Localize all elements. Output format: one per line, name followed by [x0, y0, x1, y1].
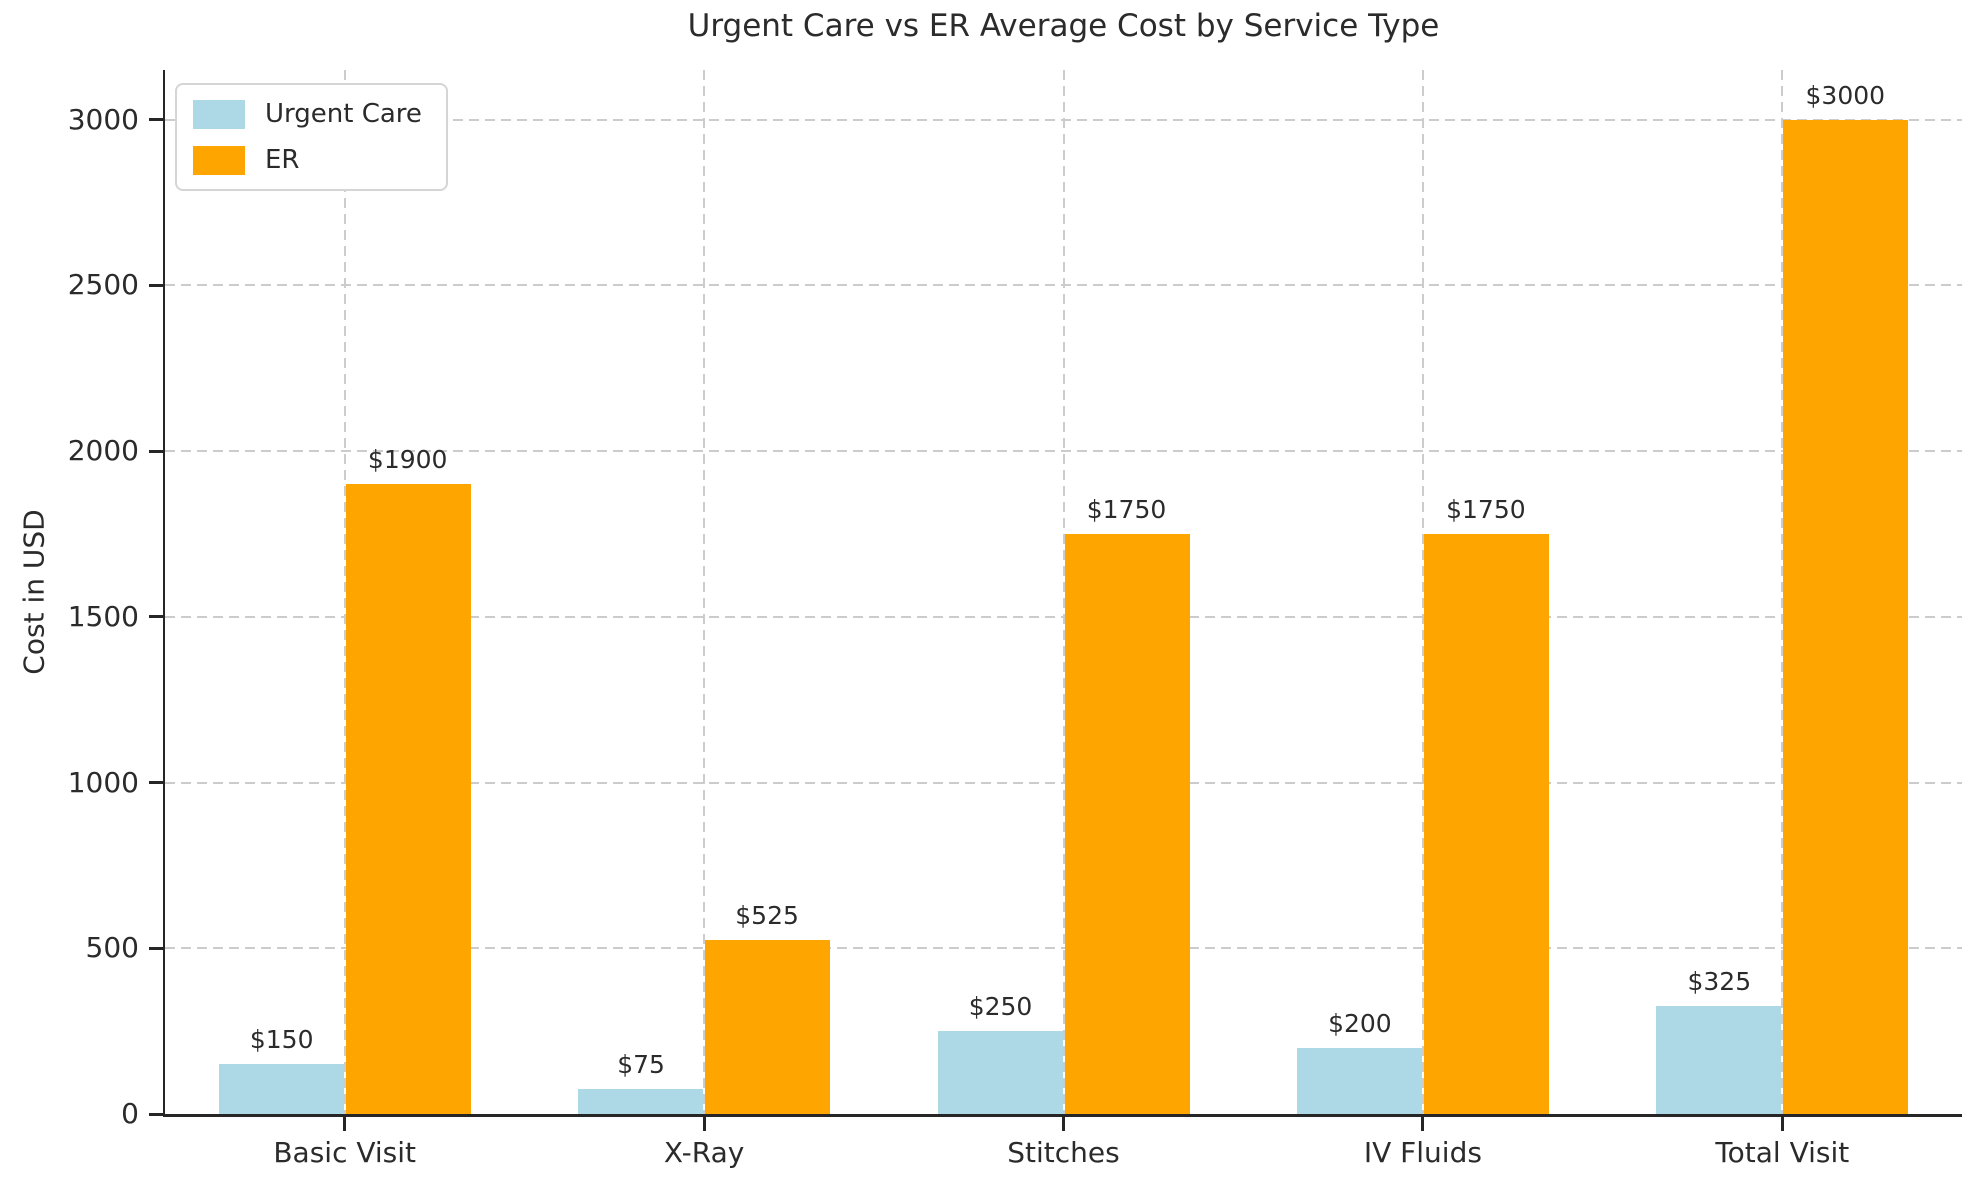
bar-urgent-care-iv-fluids: [1296, 1047, 1422, 1114]
gridline-x-total-visit: [1781, 70, 1784, 1114]
y-tick-0: [149, 1112, 163, 1116]
bar-value-er-total-visit: $3000: [1805, 80, 1886, 110]
y-tick-500: [149, 946, 163, 950]
legend-label-er: ER: [265, 145, 300, 175]
y-tick-label-1000: 1000: [67, 765, 139, 799]
y-axis-spine: [162, 70, 165, 1117]
legend: Urgent Care ER: [175, 83, 448, 191]
bar-urgent-care-x-ray: [578, 1089, 704, 1114]
bar-urgent-care-stitches: [937, 1031, 1063, 1114]
bar-value-urgent-care-iv-fluids: $200: [1328, 1008, 1392, 1038]
bar-value-urgent-care-total-visit: $325: [1687, 967, 1752, 997]
x-tick-label-total-visit: Total Visit: [1715, 1136, 1850, 1169]
x-tick-x-ray: [702, 1117, 706, 1131]
y-tick-label-3000: 3000: [67, 102, 139, 136]
plot-area: Urgent Care ER $150 $75 $250 $200 $325 $1900 $…: [165, 70, 1962, 1114]
bar-value-er-x-ray: $525: [735, 901, 799, 930]
x-axis-spine: [165, 1114, 1962, 1117]
gridline-x-iv-fluids: [1421, 70, 1424, 1114]
gridline-x-x-ray: [703, 70, 706, 1114]
x-tick-label-iv-fluids: IV Fluids: [1363, 1136, 1482, 1169]
bar-er-total-visit: [1783, 119, 1909, 1114]
x-tick-label-basic-visit: Basic Visit: [273, 1136, 417, 1169]
bar-urgent-care-basic-visit: [218, 1064, 344, 1114]
gridline-x-stitches: [1062, 70, 1065, 1114]
gridline-x-basic-visit: [343, 70, 346, 1114]
bar-er-x-ray: [705, 940, 831, 1114]
y-tick-label-2500: 2500: [67, 268, 139, 302]
y-axis-label: Cost in USD: [17, 509, 51, 675]
legend-label-urgent-care: Urgent Care: [265, 99, 422, 129]
x-tick-total-visit: [1780, 1117, 1784, 1131]
x-tick-basic-visit: [343, 1117, 347, 1131]
bar-value-er-iv-fluids: $1750: [1446, 495, 1526, 524]
y-tick-1500: [149, 615, 163, 619]
x-tick-iv-fluids: [1421, 1117, 1425, 1131]
bar-value-urgent-care-x-ray: $75: [617, 1050, 665, 1080]
y-tick-3000: [149, 118, 163, 122]
y-tick-label-1500: 1500: [67, 599, 139, 633]
bar-er-iv-fluids: [1423, 534, 1549, 1114]
bar-value-er-basic-visit: $1900: [367, 445, 448, 475]
chart-title: Urgent Care vs ER Average Cost by Servic…: [687, 8, 1440, 44]
bar-value-er-stitches: $1750: [1086, 495, 1167, 524]
y-tick-2000: [149, 449, 163, 453]
y-tick-label-0: 0: [121, 1097, 139, 1130]
bar-urgent-care-total-visit: [1656, 1006, 1782, 1114]
y-tick-label-2000: 2000: [67, 434, 139, 468]
legend-swatch-urgent-care: [193, 99, 245, 129]
y-tick-1000: [149, 781, 163, 785]
legend-swatch-er: [193, 145, 245, 175]
x-tick-label-stitches: Stitches: [1007, 1136, 1120, 1169]
bar-value-urgent-care-basic-visit: $150: [249, 1025, 314, 1055]
bar-value-urgent-care-stitches: $250: [968, 992, 1033, 1022]
x-tick-label-x-ray: X-Ray: [663, 1136, 745, 1169]
legend-item-er: ER: [193, 145, 422, 175]
bar-er-stitches: [1064, 534, 1190, 1114]
x-tick-stitches: [1062, 1117, 1065, 1131]
y-tick-2500: [149, 283, 163, 287]
legend-item-urgent-care: Urgent Care: [193, 99, 422, 129]
y-tick-label-500: 500: [85, 931, 139, 965]
bar-er-basic-visit: [345, 484, 471, 1114]
